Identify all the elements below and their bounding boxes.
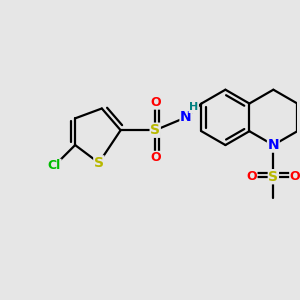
Text: O: O: [150, 152, 160, 164]
Text: S: S: [94, 156, 104, 170]
Text: S: S: [268, 170, 278, 184]
Text: Cl: Cl: [48, 159, 61, 172]
Text: O: O: [246, 170, 257, 183]
Text: N: N: [268, 138, 279, 152]
Text: S: S: [150, 123, 160, 137]
Text: O: O: [290, 170, 300, 183]
Text: N: N: [180, 110, 192, 124]
Text: H: H: [189, 103, 198, 112]
Text: O: O: [150, 96, 160, 109]
